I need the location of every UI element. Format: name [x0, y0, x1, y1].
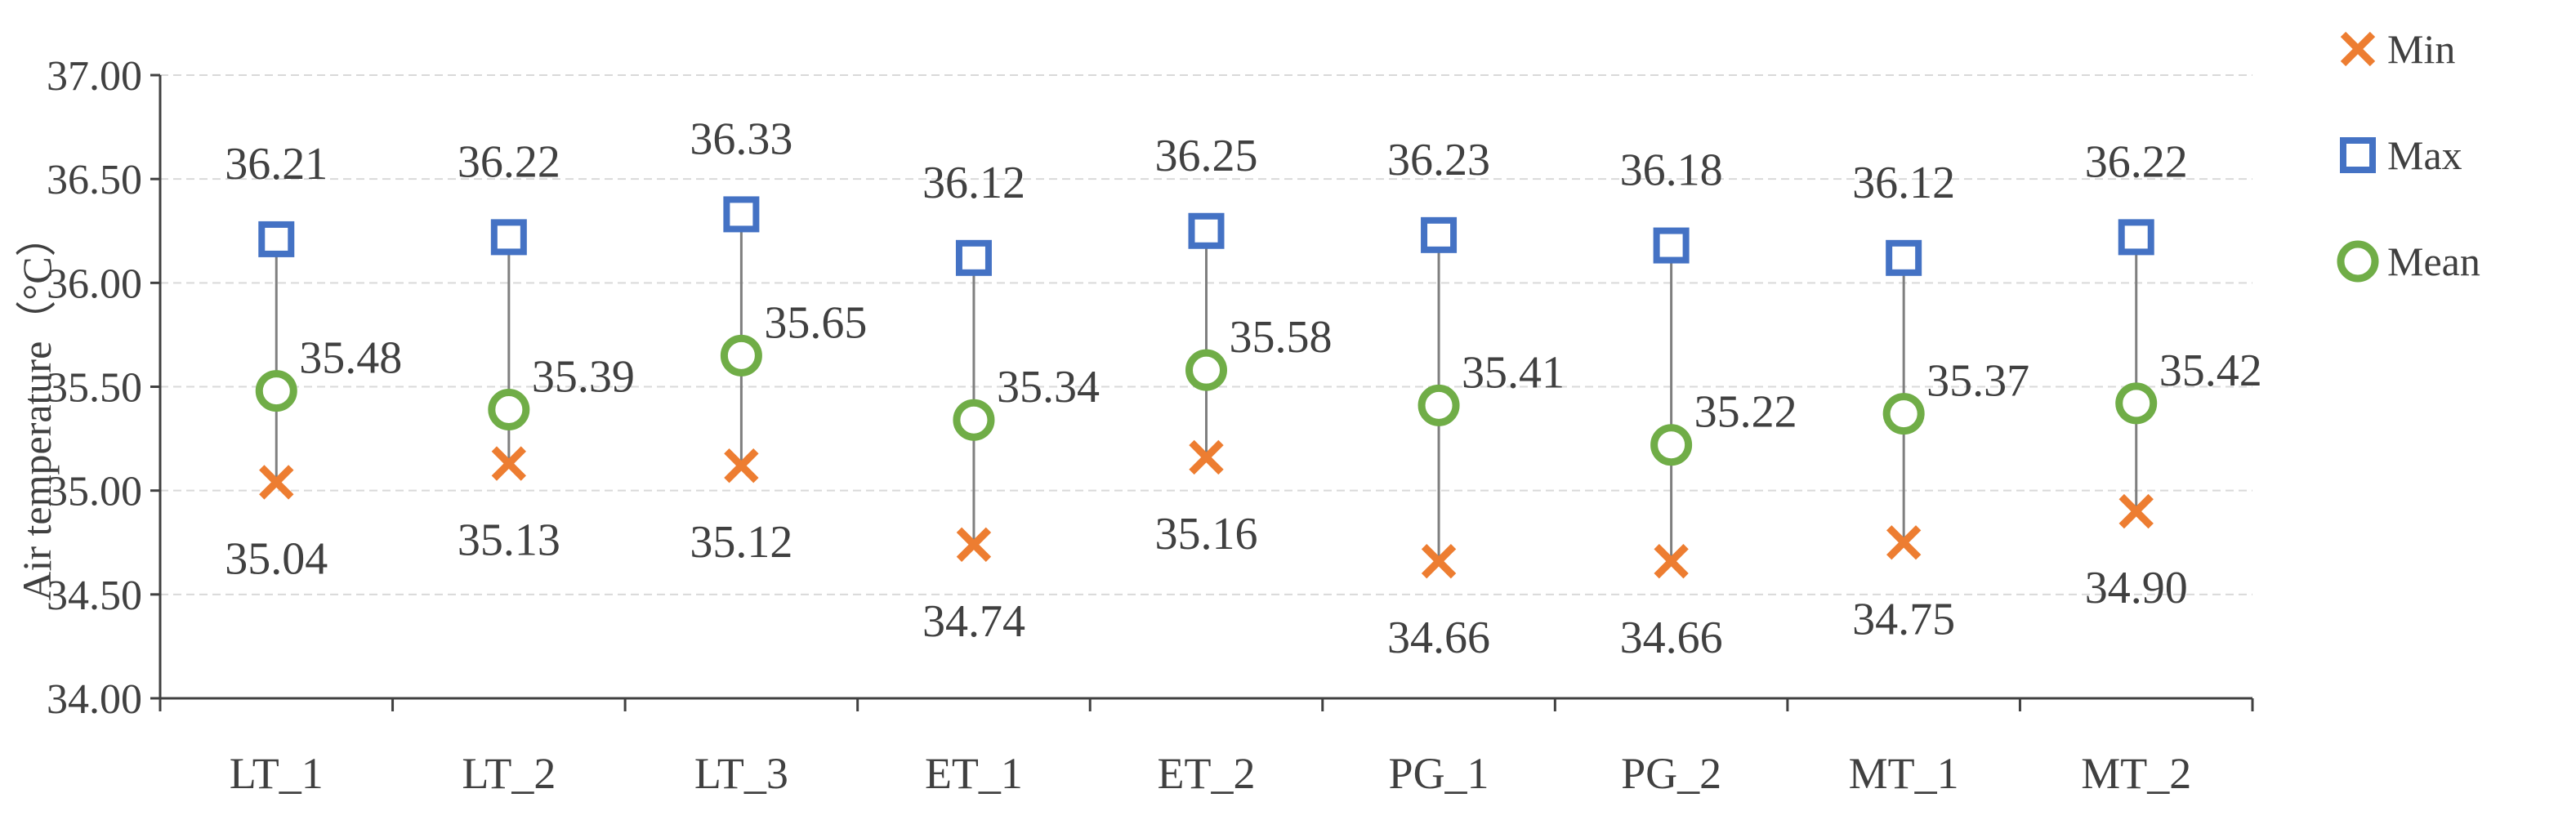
y-axis-title: Air temperature（°C） — [14, 216, 60, 600]
legend-mean-label: Mean — [2387, 238, 2480, 284]
x-tick-label: LT_1 — [230, 749, 324, 798]
max-data-label: 36.25 — [1155, 131, 1258, 181]
min-data-label: 34.75 — [1852, 594, 1955, 644]
mean-data-label: 35.41 — [1462, 347, 1565, 398]
max-data-label: 36.22 — [2085, 136, 2188, 187]
max-marker — [1886, 239, 1922, 276]
x-tick-label: ET_1 — [925, 749, 1023, 798]
legend-min-marker — [2340, 31, 2376, 67]
mean-marker — [1185, 349, 1227, 391]
max-marker — [723, 196, 760, 233]
mean-marker — [1882, 393, 1925, 435]
mean-data-label: 35.58 — [1230, 312, 1333, 363]
mean-data-label: 35.39 — [532, 351, 635, 402]
marker-stroke — [2118, 493, 2154, 529]
mean-data-label: 35.65 — [764, 297, 867, 348]
max-data-label: 36.23 — [1387, 135, 1490, 185]
marker-stroke — [259, 465, 294, 500]
x-tick-label: MT_1 — [1849, 749, 1959, 798]
axes — [150, 74, 2254, 711]
y-tick-label: 35.50 — [47, 365, 142, 412]
max-data-label: 36.12 — [1852, 158, 1955, 208]
marker-stroke — [1654, 543, 1689, 579]
y-tick-label: 37.00 — [47, 53, 142, 100]
data-markers — [255, 196, 2158, 579]
max-marker — [955, 239, 992, 276]
x-tick-label: ET_2 — [1158, 749, 1256, 798]
marker-stroke — [956, 527, 992, 562]
min-marker — [1654, 543, 1689, 579]
y-tick-labels: 34.00 34.50 35.00 35.50 36.00 36.50 37.00 — [47, 53, 142, 723]
mean-data-label: 35.42 — [2159, 345, 2262, 396]
y-tick-label: 36.00 — [47, 261, 142, 307]
min-marker — [956, 527, 992, 562]
mean-data-label: 35.22 — [1694, 387, 1797, 438]
legend-mean-marker — [2337, 240, 2379, 283]
min-marker — [491, 446, 527, 481]
max-marker — [490, 219, 527, 256]
max-marker — [1188, 212, 1225, 249]
marker-stroke — [491, 446, 527, 481]
x-tick-label: LT_3 — [694, 749, 788, 798]
min-data-label: 34.66 — [1620, 613, 1723, 663]
mean-marker — [1650, 424, 1693, 466]
marker-stroke — [1189, 439, 1224, 475]
min-marker — [2118, 493, 2154, 529]
min-marker — [259, 465, 294, 500]
mean-marker — [2115, 382, 2158, 425]
x-tick-label: MT_2 — [2081, 749, 2191, 798]
max-marker — [1421, 216, 1458, 253]
min-data-label: 35.04 — [225, 533, 328, 584]
x-tick-label: LT_2 — [462, 749, 556, 798]
legend-max-marker — [2340, 137, 2376, 173]
max-data-label: 36.21 — [225, 139, 328, 189]
mean-marker — [953, 399, 995, 441]
mean-marker — [488, 388, 530, 430]
min-data-label: 34.74 — [922, 596, 1025, 647]
y-tick-label: 35.00 — [47, 469, 142, 515]
min-data-label: 34.66 — [1387, 613, 1490, 663]
mean-marker — [255, 370, 297, 412]
min-marker — [724, 448, 759, 484]
min-marker — [1886, 525, 1922, 560]
mean-marker — [720, 334, 762, 377]
mean-data-label: 35.37 — [1926, 356, 2029, 407]
x-tick-label: PG_1 — [1389, 749, 1489, 798]
min-data-label: 35.16 — [1155, 509, 1258, 559]
range-lines — [275, 214, 2138, 562]
marker-stroke — [724, 448, 759, 484]
data-labels: 36.21 35.48 35.04 36.22 35.39 35.13 36.33 35.65… — [225, 114, 2261, 663]
min-data-label: 35.12 — [690, 517, 792, 568]
max-data-label: 36.12 — [922, 158, 1025, 208]
marker-stroke — [2340, 31, 2376, 67]
y-tick-label: 36.50 — [47, 157, 142, 203]
max-marker — [1653, 227, 1690, 264]
max-marker — [258, 221, 295, 257]
min-marker — [1421, 543, 1457, 579]
y-tick-label: 34.00 — [47, 676, 142, 723]
x-tick-labels: LT_1 LT_2 LT_3 ET_1 ET_2 PG_1 PG_2 MT_1 MT_2 — [230, 749, 2191, 798]
max-marker — [2118, 219, 2154, 256]
max-data-label: 36.18 — [1620, 145, 1723, 196]
mean-marker — [1417, 384, 1460, 426]
legend-max-label: Max — [2387, 132, 2462, 178]
max-data-label: 36.22 — [458, 136, 560, 187]
mean-data-label: 35.34 — [997, 362, 1100, 412]
legend: Min Max Mean — [2337, 26, 2480, 284]
min-data-label: 35.13 — [458, 515, 560, 566]
x-tick-label: PG_2 — [1621, 749, 1721, 798]
legend-min-label: Min — [2387, 26, 2455, 72]
min-marker — [1189, 439, 1224, 475]
marker-stroke — [1421, 543, 1457, 579]
mean-data-label: 35.48 — [299, 333, 402, 384]
y-tick-label: 34.50 — [47, 573, 142, 619]
marker-stroke — [1886, 525, 1922, 560]
max-data-label: 36.33 — [690, 114, 792, 164]
min-data-label: 34.90 — [2085, 563, 2188, 613]
